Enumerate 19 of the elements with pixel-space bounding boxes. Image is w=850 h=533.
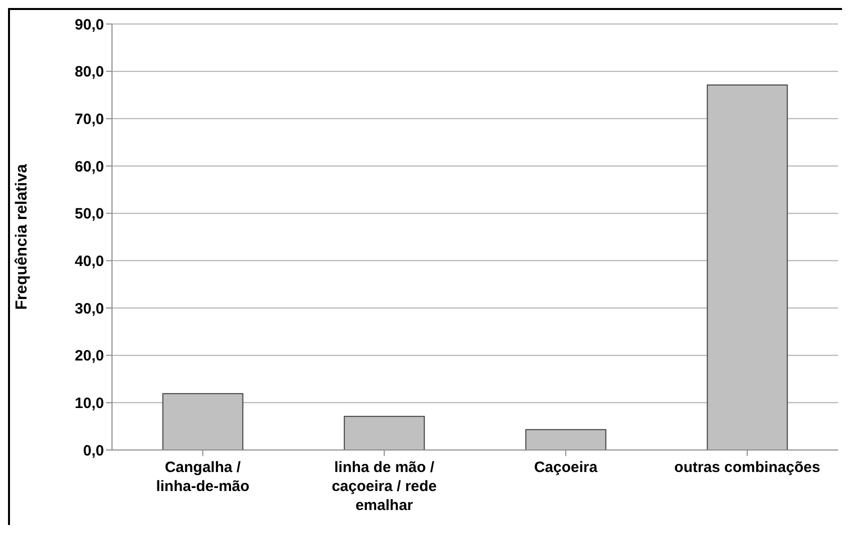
y-tick-label: 40,0 [74,252,104,270]
bar [162,393,244,450]
y-tick-label: 20,0 [74,348,104,365]
y-tick-label: 80,0 [74,64,104,81]
y-tick-label: 90,0 [74,16,104,34]
y-tick-label: 30,0 [74,300,104,318]
y-tick-label: 50,0 [74,206,104,223]
y-tick-label: 70,0 [74,110,104,128]
bar [525,429,606,450]
y-tick-label: 60,0 [74,158,104,176]
y-axis-title: Frequência relativa [14,164,31,310]
y-tick-label: 10,0 [74,394,104,412]
x-tick-label: Caçoeira [534,459,598,476]
bar [706,84,788,450]
x-tick-label: linha de mão / caçoeira / rede emalhar [332,459,437,514]
x-tick-label: outras combinações [674,459,820,476]
y-tick-label: 0,0 [83,442,104,460]
x-tick-label: Cangalha / linha-de-mão [156,459,250,495]
bar [344,416,425,450]
